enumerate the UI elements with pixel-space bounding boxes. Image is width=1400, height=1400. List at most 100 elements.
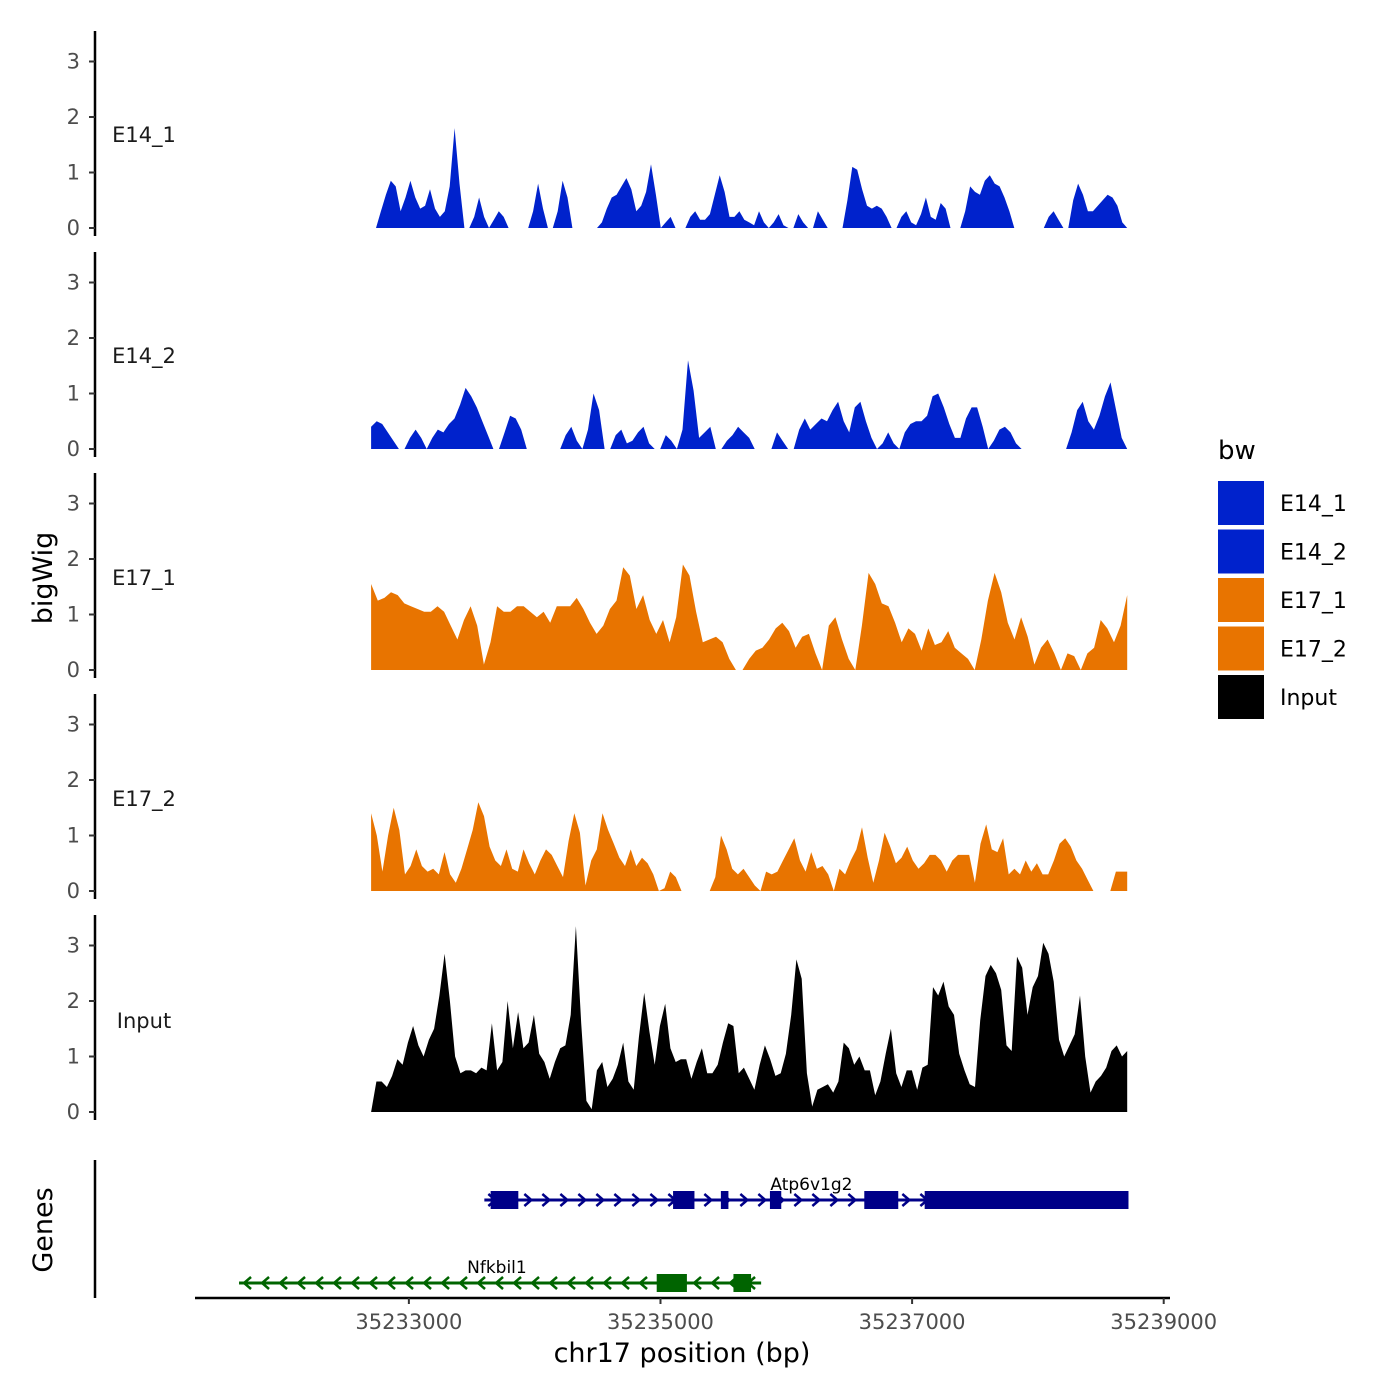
strand-arrow: [566, 1276, 576, 1290]
signal-area-E14_1: [371, 128, 1128, 228]
legend-swatch: [1218, 626, 1264, 671]
x-axis: 35233000 35235000 35237000 35239000: [195, 1296, 1217, 1334]
gene-label: Nfkbil1: [467, 1258, 527, 1278]
signal-area-Input: [371, 926, 1128, 1112]
legend-label: E14_2: [1280, 541, 1347, 566]
strand-arrow: [613, 1193, 624, 1207]
genes-axis-title: Genes: [28, 1187, 59, 1272]
strand-arrow: [631, 1193, 642, 1207]
strand-arrow: [523, 1193, 534, 1207]
strand-arrow: [512, 1276, 522, 1290]
track-E14_2: 0 1 2 3 E14_2: [67, 252, 1128, 461]
legend: bw E14_1 E14_2 E17_1 E17_2 Input: [1218, 436, 1347, 719]
gene-exon: [733, 1274, 752, 1292]
gene-exon: [656, 1274, 687, 1292]
track-label: Input: [117, 1009, 171, 1033]
legend-swatch: [1218, 481, 1264, 525]
strand-arrow: [332, 1276, 342, 1290]
strand-arrow: [847, 1193, 858, 1207]
track-E17_2: 0 1 2 3 E17_2: [67, 694, 1128, 903]
strand-arrow: [458, 1276, 468, 1290]
legend-label: E17_1: [1280, 589, 1347, 614]
strand-arrow: [541, 1193, 552, 1207]
y-tick-label: 2: [67, 989, 80, 1013]
gene-Nfkbil1: Nfkbil1: [239, 1258, 762, 1292]
strand-arrow: [710, 1276, 720, 1290]
y-tick-label: 1: [67, 603, 80, 627]
y-tick-label: 2: [67, 326, 80, 350]
y-tick-label: 3: [67, 492, 80, 516]
gene-label: Atp6v1g2: [770, 1175, 852, 1195]
y-tick-label: 0: [67, 216, 80, 240]
y-tick-label: 1: [67, 824, 80, 848]
legend-swatch: [1218, 578, 1264, 622]
strand-arrow: [692, 1276, 702, 1290]
genes-panel: Atp6v1g2 Nfkbil1: [93, 1160, 1129, 1298]
y-tick-label: 1: [67, 161, 80, 185]
y-tick-label: 1: [67, 382, 80, 406]
x-tick-label: 35235000: [607, 1310, 714, 1334]
legend-title: bw: [1218, 436, 1256, 466]
strand-arrow: [901, 1193, 912, 1207]
gene-Atp6v1g2: Atp6v1g2: [484, 1175, 1129, 1209]
legend-swatch: [1218, 675, 1264, 719]
strand-arrow: [368, 1276, 378, 1290]
signal-area-E14_2: [371, 360, 1128, 449]
strand-arrow: [296, 1276, 306, 1290]
y-tick-label: 3: [67, 50, 80, 74]
strand-arrow: [422, 1276, 432, 1290]
strand-arrow: [260, 1276, 270, 1290]
x-tick-label: 35239000: [1110, 1310, 1217, 1334]
strand-arrow: [811, 1193, 822, 1207]
track-label: E14_1: [112, 123, 176, 148]
track-E17_1: 0 1 2 3 E17_1: [67, 473, 1128, 682]
strand-arrow: [559, 1193, 570, 1207]
strand-arrow: [440, 1276, 450, 1290]
y-tick-label: 1: [67, 1045, 80, 1069]
legend-swatch: [1218, 529, 1264, 574]
strand-arrow: [595, 1193, 606, 1207]
strand-arrow: [476, 1276, 486, 1290]
strand-arrow: [242, 1276, 252, 1290]
legend-label: Input: [1280, 686, 1337, 711]
y-tick-label: 0: [67, 1100, 80, 1124]
gene-exon: [720, 1191, 729, 1209]
gene-exon: [924, 1191, 1129, 1209]
strand-arrow: [638, 1276, 648, 1290]
strand-arrow: [494, 1276, 504, 1290]
signal-area-E17_1: [371, 564, 1128, 670]
y-tick-label: 2: [67, 768, 80, 792]
track-E14_1: 0 1 2 3 E14_1: [67, 31, 1128, 240]
strand-arrow: [530, 1276, 540, 1290]
strand-arrow: [757, 1193, 768, 1207]
strand-arrow: [703, 1193, 714, 1207]
strand-arrow: [577, 1193, 588, 1207]
gene-exon: [864, 1191, 899, 1209]
strand-arrow: [278, 1276, 288, 1290]
strand-arrow: [404, 1276, 414, 1290]
strand-arrow: [584, 1276, 594, 1290]
strand-arrow: [793, 1193, 804, 1207]
strand-arrow: [548, 1276, 558, 1290]
gene-exon: [769, 1191, 782, 1209]
signal-tracks: 0 1 2 3 E14_1 0 1 2 3 E14_2 0 1 2 3 E17_1 0 1 2 3 E17_2 0 1 2 3…: [67, 31, 1128, 1124]
y-tick-label: 0: [67, 658, 80, 682]
y-tick-label: 0: [67, 879, 80, 903]
gene-exon: [490, 1191, 519, 1209]
strand-arrow: [350, 1276, 360, 1290]
track-label: E17_2: [112, 787, 176, 812]
x-tick-label: 35233000: [355, 1310, 462, 1334]
track-label: E17_1: [112, 566, 176, 591]
gene-exon: [673, 1191, 695, 1209]
x-tick-label: 35237000: [859, 1310, 966, 1334]
strand-arrow: [739, 1193, 750, 1207]
y-tick-label: 3: [67, 713, 80, 737]
strand-arrow: [649, 1193, 660, 1207]
legend-label: E14_1: [1280, 492, 1347, 517]
y-tick-label: 0: [67, 437, 80, 461]
legend-label: E17_2: [1280, 638, 1347, 663]
y-axis-title: bigWig: [28, 532, 59, 625]
signal-area-E17_2: [371, 802, 1128, 891]
track-Input: 0 1 2 3 Input: [67, 915, 1128, 1124]
